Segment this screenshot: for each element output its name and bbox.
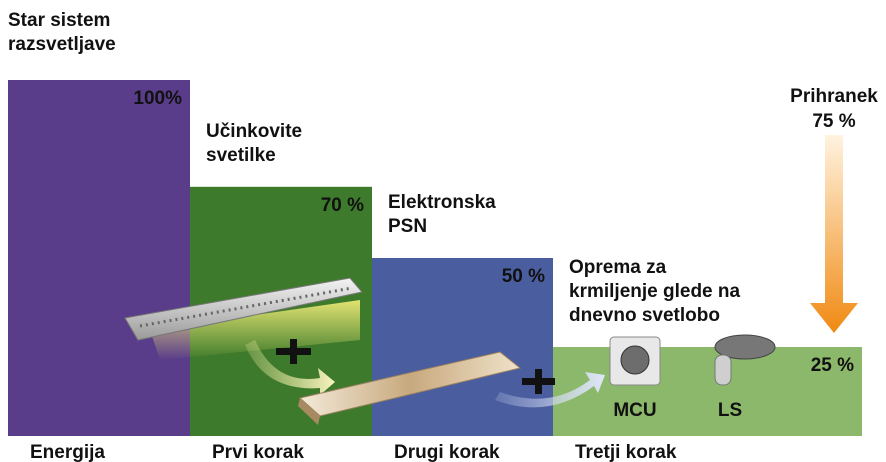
x-tick-label: Energija [30,442,105,462]
value-label: 70 % [321,195,364,216]
icon-label: LS [718,400,742,421]
value-label: 25 % [811,355,854,376]
mcu-knob [620,345,650,375]
arrow [245,340,335,395]
step-label: Elektronska [388,192,496,213]
step-label: Star sistem [8,10,110,31]
bar [8,80,190,436]
ballast-side [298,398,320,425]
savings-arrow [810,135,858,333]
step-label: Učinkovite [206,121,302,142]
savings-value: 75 % [812,111,855,132]
decoration [124,277,776,425]
step-label: Oprema za [569,257,667,278]
step-label: PSN [388,216,427,237]
ballast [298,351,522,417]
value-label: 100% [133,88,182,109]
value-label: 50 % [502,266,545,287]
light-glow [150,300,360,360]
savings-label: Prihranek [790,86,878,107]
x-tick-label: Tretji korak [575,442,677,462]
ls-icon [714,334,776,360]
step-label: svetilke [206,145,276,166]
step-label: krmiljenje glede na [569,281,740,302]
arrow [495,372,605,408]
step-label: razsvetljave [8,34,116,55]
x-tick-label: Drugi korak [394,442,500,462]
plus [276,339,311,364]
ls-sensor [714,354,732,386]
plus [522,369,555,394]
x-tick-label: Prvi korak [212,442,304,462]
luminaire [124,277,363,341]
bar [553,347,862,436]
icon-label: MCU [613,400,656,421]
step-label: dnevno svetlobo [569,305,720,326]
